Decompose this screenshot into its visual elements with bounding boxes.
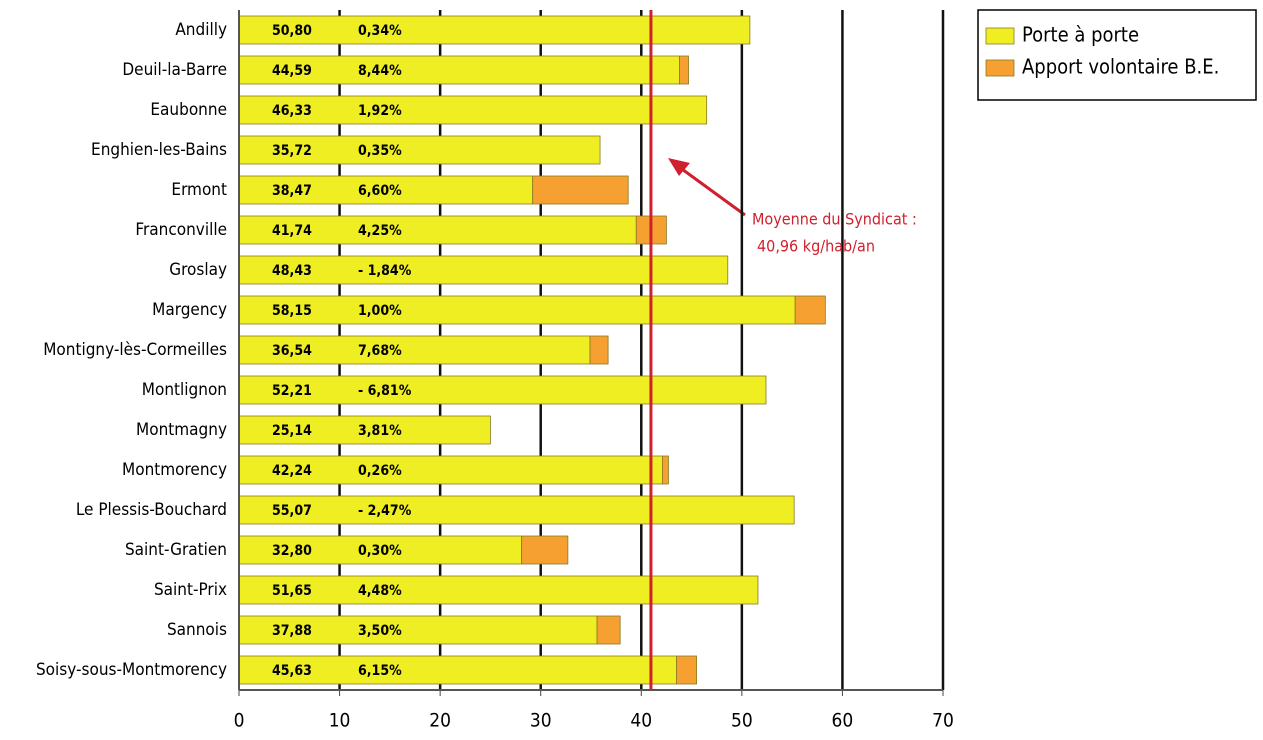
- y-tick-label: Margency: [152, 300, 227, 320]
- x-tick-label: 40: [630, 710, 652, 732]
- change-label: - 2,47%: [358, 503, 412, 519]
- annotation-arrowhead: [668, 158, 690, 176]
- change-label: 6,15%: [358, 663, 402, 679]
- bar-segment: [238, 575, 759, 605]
- total-label: 37,88: [272, 623, 312, 639]
- y-tick-label: Franconville: [135, 220, 227, 240]
- annotation-text: 40,96 kg/hab/an: [757, 237, 875, 256]
- total-label: 32,80: [272, 543, 312, 559]
- legend-box: [977, 9, 1257, 101]
- change-label: 7,68%: [358, 343, 402, 359]
- y-tick-label: Le Plessis-Bouchard: [76, 500, 227, 520]
- x-tick-label: 0: [234, 710, 245, 732]
- y-tick-label: Montigny-lès-Cormeilles: [43, 340, 227, 360]
- y-tick-label: Montlignon: [142, 380, 227, 400]
- bar-segment: [238, 295, 796, 325]
- y-tick-label: Soisy-sous-Montmorency: [36, 660, 227, 680]
- bar-segment: [679, 55, 689, 85]
- y-tick-label: Sannois: [167, 620, 227, 640]
- bar-segment: [238, 375, 767, 405]
- change-label: - 1,84%: [358, 263, 412, 279]
- bar-segment: [589, 335, 609, 365]
- y-tick-label: Ermont: [171, 180, 227, 200]
- annotation-text: Moyenne du Syndicat :: [752, 210, 917, 229]
- change-label: 0,30%: [358, 543, 402, 559]
- x-tick-label: 10: [329, 710, 351, 732]
- x-tick-label: 70: [932, 710, 954, 732]
- y-tick-label: Montmorency: [122, 460, 227, 480]
- x-tick-label: 50: [731, 710, 753, 732]
- total-label: 48,43: [272, 263, 312, 279]
- total-label: 36,54: [272, 343, 312, 359]
- y-tick-label: Eaubonne: [150, 100, 227, 120]
- y-tick-label: Deuil-la-Barre: [122, 60, 227, 80]
- bar-segment: [238, 95, 708, 125]
- change-label: - 6,81%: [358, 383, 412, 399]
- bar-segment: [676, 655, 698, 685]
- y-tick-label: Enghien-les-Bains: [91, 140, 227, 160]
- x-tick-label: 30: [530, 710, 552, 732]
- bar-segment: [532, 175, 629, 205]
- change-label: 1,00%: [358, 303, 402, 319]
- change-label: 0,34%: [358, 23, 402, 39]
- total-label: 51,65: [272, 583, 312, 599]
- bar-segment: [238, 335, 591, 365]
- bar-segment: [238, 135, 601, 165]
- total-label: 44,59: [272, 63, 312, 79]
- change-label: 8,44%: [358, 63, 402, 79]
- change-label: 6,60%: [358, 183, 402, 199]
- bar-segment: [238, 615, 598, 645]
- total-label: 58,15: [272, 303, 312, 319]
- y-tick-label: Andilly: [175, 20, 227, 40]
- legend-label: Porte à porte: [1022, 23, 1139, 47]
- bar-segment: [238, 55, 680, 85]
- change-label: 0,35%: [358, 143, 402, 159]
- total-label: 52,21: [272, 383, 312, 399]
- legend-swatch: [985, 59, 1015, 77]
- x-tick-label: 20: [429, 710, 451, 732]
- bar-segment: [238, 655, 677, 685]
- change-label: 3,50%: [358, 623, 402, 639]
- total-label: 55,07: [272, 503, 312, 519]
- change-label: 3,81%: [358, 423, 402, 439]
- change-label: 1,92%: [358, 103, 402, 119]
- bar-segment: [238, 415, 491, 445]
- total-label: 38,47: [272, 183, 312, 199]
- bar-segment: [596, 615, 621, 645]
- y-tick-label: Montmagny: [136, 420, 227, 440]
- total-label: 41,74: [272, 223, 312, 239]
- total-label: 42,24: [272, 463, 312, 479]
- bar-segment: [521, 535, 569, 565]
- bar-segment: [238, 535, 523, 565]
- y-tick-label: Saint-Gratien: [125, 540, 227, 560]
- total-label: 25,14: [272, 423, 312, 439]
- y-tick-label: Groslay: [169, 260, 227, 280]
- bar-segment: [238, 255, 729, 285]
- legend-label: Apport volontaire B.E.: [1022, 55, 1219, 79]
- change-label: 4,48%: [358, 583, 402, 599]
- total-label: 46,33: [272, 103, 312, 119]
- total-label: 35,72: [272, 143, 312, 159]
- bar-segment: [794, 295, 826, 325]
- total-label: 45,63: [272, 663, 312, 679]
- x-tick-label: 60: [832, 710, 854, 732]
- y-tick-label: Saint-Prix: [154, 580, 227, 600]
- bar-segment: [238, 495, 795, 525]
- bar-segment: [662, 455, 669, 485]
- change-label: 4,25%: [358, 223, 402, 239]
- annotation-arrow: [674, 162, 746, 217]
- bar-segment: [238, 15, 751, 45]
- total-label: 50,80: [272, 23, 312, 39]
- bar-segment: [238, 455, 663, 485]
- change-label: 0,26%: [358, 463, 402, 479]
- legend-swatch: [985, 27, 1015, 45]
